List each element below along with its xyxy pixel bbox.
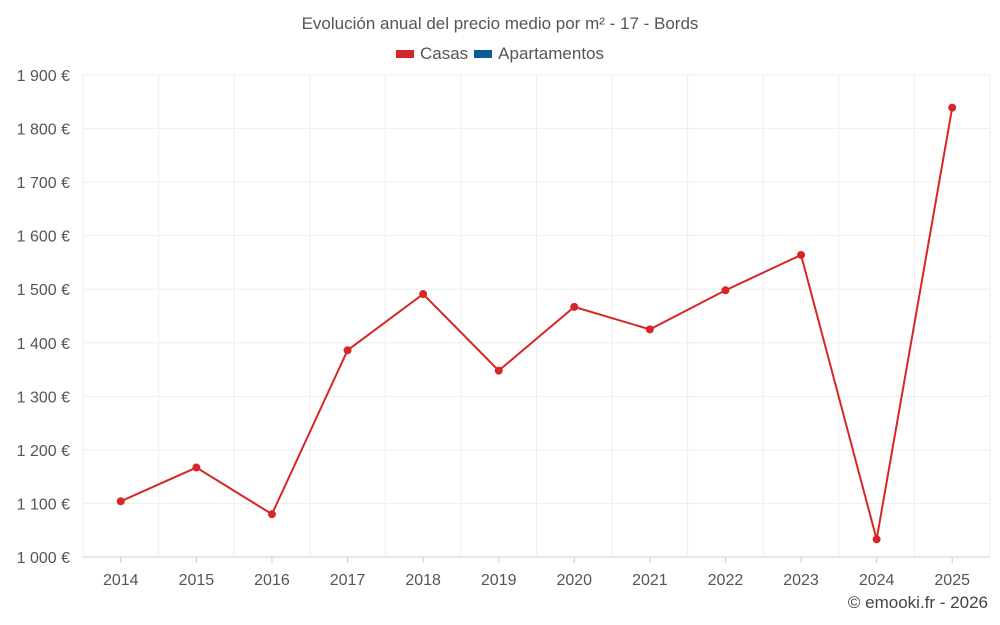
y-tick-label: 1 900 € bbox=[17, 68, 70, 85]
data-point bbox=[494, 366, 503, 375]
data-point bbox=[872, 535, 881, 544]
y-tick-label: 1 800 € bbox=[17, 122, 70, 139]
data-point bbox=[419, 290, 428, 299]
x-tick-label: 2024 bbox=[859, 572, 895, 589]
y-tick-label: 1 500 € bbox=[17, 282, 70, 299]
y-tick-label: 1 400 € bbox=[17, 336, 70, 353]
y-tick-label: 1 100 € bbox=[17, 496, 70, 513]
data-point bbox=[343, 346, 352, 355]
legend-swatch-apartamentos bbox=[474, 50, 493, 58]
legend-swatch-casas bbox=[395, 50, 414, 58]
x-tick-label: 2017 bbox=[330, 572, 366, 589]
y-tick-label: 1 300 € bbox=[17, 389, 70, 406]
x-tick-label: 2022 bbox=[708, 572, 744, 589]
x-tick-label: 2021 bbox=[632, 572, 668, 589]
chart-legend: Casas Apartamentos bbox=[0, 44, 1000, 64]
x-tick-label: 2025 bbox=[934, 572, 970, 589]
x-tick-label: 2015 bbox=[179, 572, 215, 589]
x-tick-label: 2023 bbox=[783, 572, 819, 589]
legend-item-casas[interactable]: Casas bbox=[395, 44, 469, 64]
data-point bbox=[797, 250, 806, 259]
y-tick-label: 1 700 € bbox=[17, 175, 70, 192]
x-tick-label: 2020 bbox=[556, 572, 592, 589]
x-tick-label: 2014 bbox=[103, 572, 139, 589]
data-point bbox=[267, 510, 276, 519]
legend-item-apartamentos[interactable]: Apartamentos bbox=[474, 44, 604, 64]
legend-label-casas: Casas bbox=[419, 44, 469, 63]
chart-title: Evolución anual del precio medio por m² … bbox=[301, 14, 699, 33]
y-tick-label: 1 200 € bbox=[17, 443, 70, 460]
x-tick-label: 2019 bbox=[481, 572, 517, 589]
data-point bbox=[192, 463, 201, 472]
data-point bbox=[645, 325, 654, 334]
data-point bbox=[116, 497, 125, 506]
data-point bbox=[948, 103, 957, 112]
data-point bbox=[570, 302, 579, 311]
series-line-casas bbox=[120, 107, 954, 540]
x-tick-label: 2018 bbox=[405, 572, 441, 589]
y-tick-label: 1 000 € bbox=[17, 550, 70, 567]
copyright-footer: © emooki.fr - 2026 bbox=[847, 593, 988, 612]
y-tick-label: 1 600 € bbox=[17, 229, 70, 246]
x-tick-label: 2016 bbox=[254, 572, 290, 589]
legend-label-apartamentos: Apartamentos bbox=[498, 44, 605, 63]
data-point bbox=[721, 286, 730, 295]
